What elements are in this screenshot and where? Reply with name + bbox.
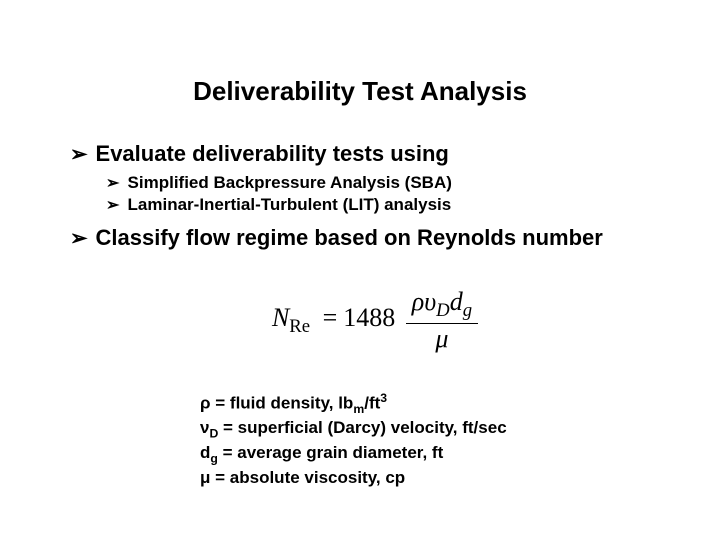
def-rho: ρ = fluid density, lbm/ft3 xyxy=(200,390,680,418)
bullet-text: Evaluate deliverability tests using xyxy=(96,141,449,167)
bullet-classify: ➢ Classify flow regime based on Reynolds… xyxy=(70,225,680,251)
slide-title: Deliverability Test Analysis xyxy=(70,76,680,107)
eq-d-sub: g xyxy=(463,300,472,321)
bullet-text: Laminar-Inertial-Turbulent (LIT) analysi… xyxy=(128,195,452,215)
mu-symbol: μ xyxy=(200,468,210,487)
eq-N: N xyxy=(272,303,289,332)
arrow-icon: ➢ xyxy=(106,173,120,193)
eq-N-sub: Re xyxy=(289,317,310,338)
d-text: = average grain diameter, ft xyxy=(218,443,443,462)
bullet-text: Classify flow regime based on Reynolds n… xyxy=(96,225,603,251)
def-v: νD = superficial (Darcy) velocity, ft/se… xyxy=(200,417,680,442)
def-mu: μ = absolute viscosity, cp xyxy=(200,467,680,490)
arrow-icon: ➢ xyxy=(70,226,88,251)
bullet-sba: ➢ Simplified Backpressure Analysis (SBA) xyxy=(106,173,680,193)
bullet-text: Simplified Backpressure Analysis (SBA) xyxy=(128,173,452,193)
eq-coef: 1488 xyxy=(343,303,395,332)
v-text: = superficial (Darcy) velocity, ft/sec xyxy=(218,418,506,437)
v-sub: D xyxy=(209,427,218,441)
def-d: dg = average grain diameter, ft xyxy=(200,442,680,467)
eq-mu: μ xyxy=(435,324,448,353)
rho-sub: m xyxy=(353,402,364,416)
rho-text: = fluid density, lb xyxy=(211,394,354,413)
d-sub: g xyxy=(210,452,217,466)
eq-equals: = xyxy=(323,303,338,332)
arrow-icon: ➢ xyxy=(106,195,120,215)
rho-sup: 3 xyxy=(380,391,387,405)
d-symbol: d xyxy=(200,443,210,462)
eq-rho: ρ xyxy=(412,287,424,316)
reynolds-equation: NRe =1488 ρυDdg μ xyxy=(70,289,680,352)
eq-v: υ xyxy=(424,287,436,316)
definitions-block: ρ = fluid density, lbm/ft3 νD = superfic… xyxy=(200,390,680,490)
bullet-lit: ➢ Laminar-Inertial-Turbulent (LIT) analy… xyxy=(106,195,680,215)
rho-symbol: ρ xyxy=(200,394,211,413)
slide: Deliverability Test Analysis ➢ Evaluate … xyxy=(0,0,720,540)
eq-v-sub: D xyxy=(436,300,450,321)
arrow-icon: ➢ xyxy=(70,142,88,167)
bullet-evaluate: ➢ Evaluate deliverability tests using xyxy=(70,141,680,167)
rho-tail: /ft xyxy=(364,394,380,413)
eq-d: d xyxy=(450,287,463,316)
mu-text: = absolute viscosity, cp xyxy=(210,468,405,487)
